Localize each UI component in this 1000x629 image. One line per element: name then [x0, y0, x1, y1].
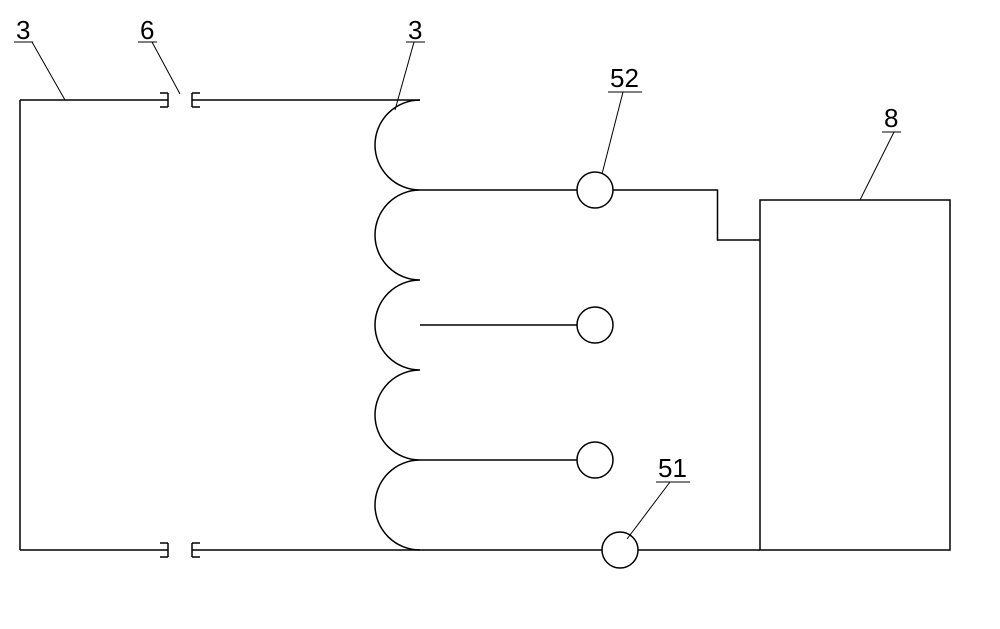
tap-circle-2: [577, 442, 613, 478]
leader-l8: [860, 132, 894, 200]
label-l51: 51: [658, 453, 687, 483]
label-l3a: 3: [16, 15, 30, 45]
tap-wire-0-to-rect: [613, 190, 760, 240]
leader-l6: [152, 42, 180, 94]
leader-l52: [602, 92, 623, 174]
label-l52: 52: [610, 63, 639, 93]
label-l3b: 3: [408, 15, 422, 45]
circuit-diagram: 3 6 3 52 8 51: [0, 0, 1000, 624]
inductor-coil: [375, 100, 420, 550]
label-l8: 8: [884, 103, 898, 133]
tap-circle-1: [577, 307, 613, 343]
node-circle-bottom: [602, 532, 638, 568]
label-l6: 6: [140, 15, 154, 45]
leader-l51: [627, 482, 670, 539]
tap-circle-0: [577, 172, 613, 208]
block-8: [760, 200, 950, 550]
leader-l3a: [32, 42, 65, 100]
